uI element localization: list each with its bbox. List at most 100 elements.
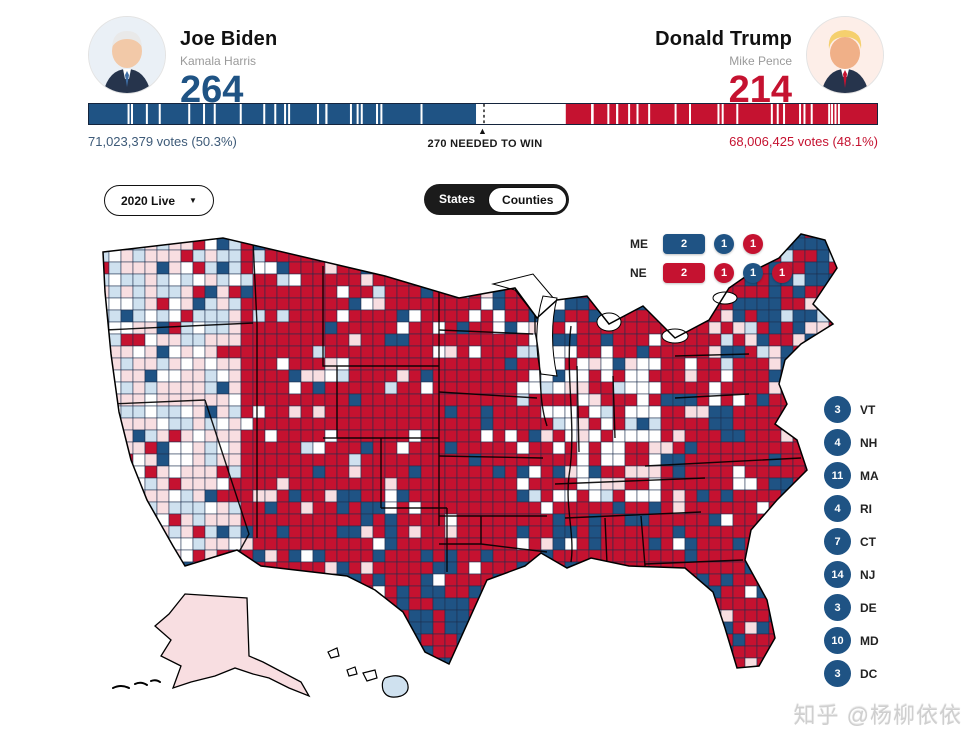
county-cell[interactable] — [192, 501, 206, 515]
county-cell[interactable] — [456, 609, 470, 623]
county-cell[interactable] — [168, 369, 182, 383]
county-cell[interactable] — [336, 609, 350, 623]
county-cell[interactable] — [97, 489, 110, 503]
county-cell[interactable] — [516, 261, 530, 275]
county-cell[interactable] — [348, 226, 362, 239]
county-cell[interactable] — [576, 609, 590, 623]
county-cell[interactable] — [180, 357, 194, 371]
county-cell[interactable] — [732, 501, 746, 515]
county-cell[interactable] — [841, 310, 853, 322]
county-cell[interactable] — [85, 322, 97, 334]
county-cell[interactable] — [648, 333, 662, 347]
county-cell[interactable] — [708, 573, 722, 587]
county-cell[interactable] — [648, 585, 662, 599]
county-cell[interactable] — [120, 645, 134, 659]
county-cell[interactable] — [204, 345, 218, 359]
county-cell[interactable] — [756, 537, 770, 551]
county-cell[interactable] — [624, 609, 638, 623]
county-cell[interactable] — [312, 501, 326, 515]
county-cell[interactable] — [408, 609, 422, 623]
county-cell[interactable] — [408, 381, 422, 395]
county-cell[interactable] — [144, 297, 158, 311]
county-cell[interactable] — [156, 585, 170, 599]
county-cell[interactable] — [504, 489, 518, 503]
county-cell[interactable] — [576, 309, 590, 323]
county-cell[interactable] — [180, 453, 194, 467]
county-cell[interactable] — [168, 309, 182, 323]
county-cell[interactable] — [468, 645, 482, 659]
county-cell[interactable] — [528, 249, 542, 263]
county-cell[interactable] — [132, 633, 146, 647]
county-cell[interactable] — [720, 357, 734, 371]
county-cell[interactable] — [636, 513, 650, 527]
county-cell[interactable] — [480, 441, 494, 455]
county-cell[interactable] — [648, 381, 662, 395]
county-cell[interactable] — [600, 609, 614, 623]
county-cell[interactable] — [696, 561, 710, 575]
county-cell[interactable] — [144, 657, 158, 670]
county-cell[interactable] — [684, 537, 698, 551]
county-cell[interactable] — [300, 369, 314, 383]
county-cell[interactable] — [480, 561, 494, 575]
county-cell[interactable] — [372, 633, 386, 647]
county-cell[interactable] — [613, 670, 625, 682]
badge-nj[interactable]: 14 NJ — [824, 558, 879, 591]
county-cell[interactable] — [168, 525, 182, 539]
county-cell[interactable] — [600, 381, 614, 395]
county-cell[interactable] — [312, 453, 326, 467]
county-cell[interactable] — [228, 561, 242, 575]
county-cell[interactable] — [432, 525, 446, 539]
county-cell[interactable] — [612, 345, 626, 359]
county-cell[interactable] — [600, 237, 614, 251]
county-cell[interactable] — [456, 525, 470, 539]
county-cell[interactable] — [384, 561, 398, 575]
county-cell[interactable] — [781, 670, 793, 682]
county-cell[interactable] — [492, 333, 506, 347]
county-cell[interactable] — [240, 309, 254, 323]
county-cell[interactable] — [144, 453, 158, 467]
county-cell[interactable] — [744, 585, 758, 599]
county-cell[interactable] — [384, 609, 398, 623]
county-cell[interactable] — [432, 249, 446, 263]
county-cell[interactable] — [300, 621, 314, 635]
county-cell[interactable] — [492, 309, 506, 323]
county-cell[interactable] — [156, 561, 170, 575]
county-cell[interactable] — [264, 285, 278, 299]
county-cell[interactable] — [672, 585, 686, 599]
county-cell[interactable] — [672, 369, 686, 383]
county-cell[interactable] — [408, 585, 422, 599]
county-cell[interactable] — [816, 309, 830, 323]
county-cell[interactable] — [612, 237, 626, 251]
county-cell[interactable] — [324, 369, 338, 383]
county-cell[interactable] — [552, 513, 566, 527]
county-cell[interactable] — [144, 525, 158, 539]
county-cell[interactable] — [648, 513, 662, 527]
county-cell[interactable] — [240, 249, 254, 263]
county-cell[interactable] — [720, 309, 734, 323]
county-cell[interactable] — [384, 429, 398, 443]
county-cell[interactable] — [648, 621, 662, 635]
county-cell[interactable] — [288, 453, 302, 467]
county-cell[interactable] — [360, 525, 374, 539]
county-cell[interactable] — [156, 357, 170, 371]
county-cell[interactable] — [336, 657, 350, 670]
county-cell[interactable] — [612, 393, 626, 407]
county-cell[interactable] — [97, 321, 110, 335]
county-cell[interactable] — [600, 393, 614, 407]
county-cell[interactable] — [828, 226, 841, 239]
county-cell[interactable] — [324, 226, 338, 239]
county-cell[interactable] — [552, 537, 566, 551]
county-cell[interactable] — [624, 657, 638, 670]
county-cell[interactable] — [240, 226, 254, 239]
county-cell[interactable] — [853, 226, 860, 238]
county-cell[interactable] — [300, 285, 314, 299]
county-cell[interactable] — [420, 429, 434, 443]
county-cell[interactable] — [588, 249, 602, 263]
county-cell[interactable] — [528, 381, 542, 395]
county-cell[interactable] — [660, 597, 674, 611]
badge-nh[interactable]: 4 NH — [824, 426, 879, 459]
county-cell[interactable] — [672, 297, 686, 311]
county-cell[interactable] — [468, 657, 482, 670]
county-cell[interactable] — [192, 465, 206, 479]
county-cell[interactable] — [708, 405, 722, 419]
